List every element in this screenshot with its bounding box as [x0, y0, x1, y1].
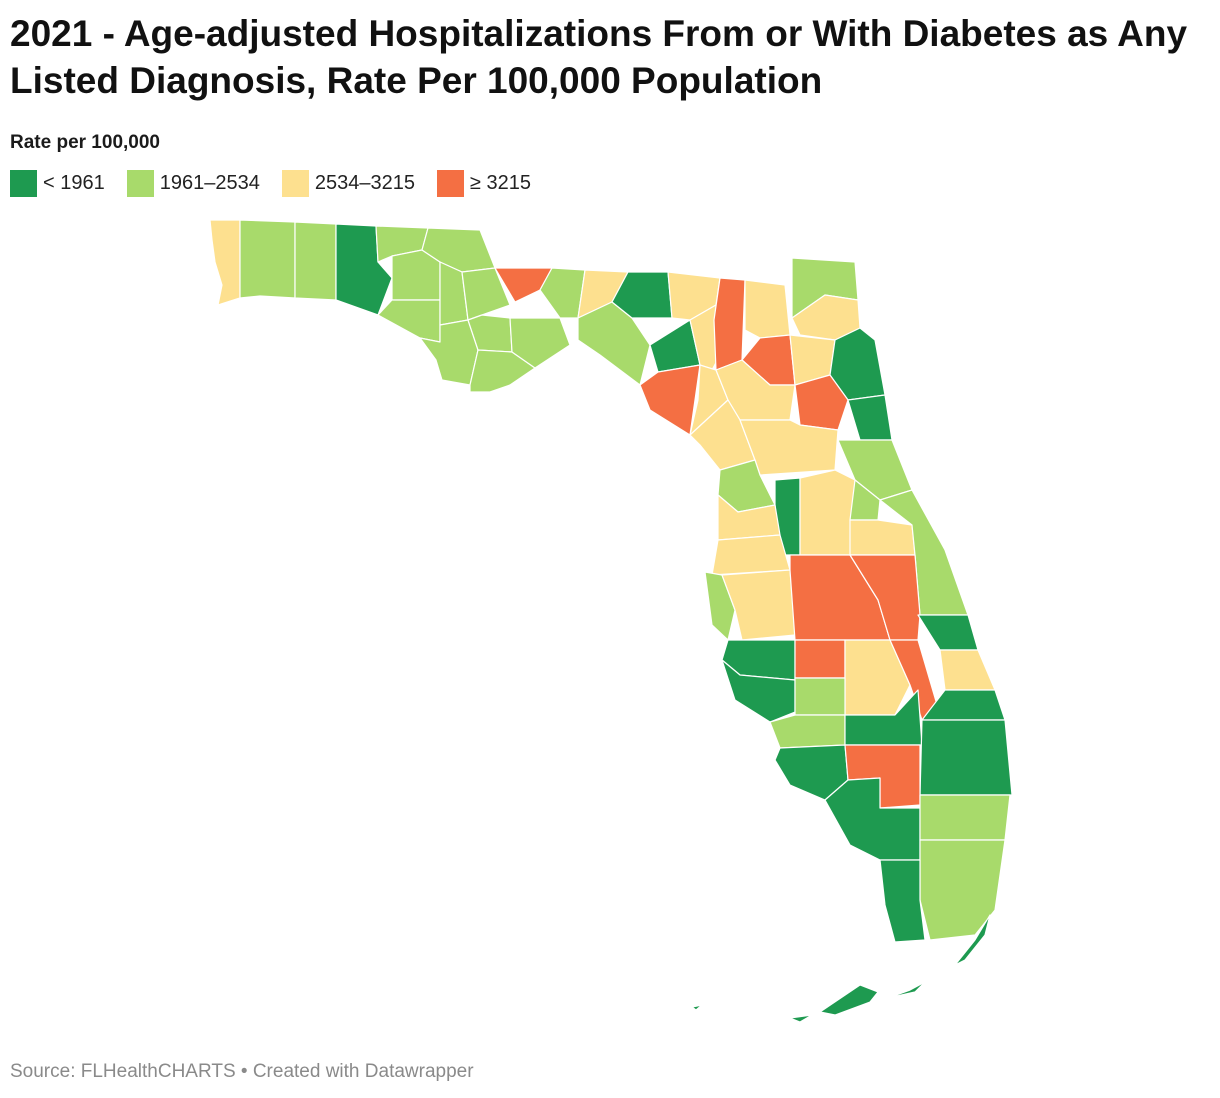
legend-swatch-lowest	[10, 170, 37, 197]
county-wakulla[interactable]	[509, 317, 571, 369]
county-franklin[interactable]	[469, 349, 536, 393]
county-gadsden[interactable]	[461, 267, 511, 321]
county-indian-river[interactable]	[917, 614, 979, 651]
legend-label-low: 1961–2534	[159, 172, 260, 194]
legend-label-lowest: < 1961	[43, 172, 105, 194]
legend-label-highest: ≥ 3215	[469, 172, 531, 194]
county-desoto[interactable]	[794, 677, 846, 716]
county-okaloosa[interactable]	[294, 221, 337, 301]
county-pinellas[interactable]	[704, 571, 736, 641]
county-union[interactable]	[744, 279, 791, 339]
county-dixie[interactable]	[639, 364, 701, 436]
legend-label-high: 2534–3215	[314, 172, 415, 194]
legend-item-lowest: < 1961	[10, 170, 105, 197]
legend-item-highest: ≥ 3215	[436, 170, 531, 197]
county-santa-rosa[interactable]	[239, 219, 296, 299]
county-hardee[interactable]	[794, 639, 846, 679]
county-broward[interactable]	[919, 794, 1011, 841]
county-jefferson[interactable]	[539, 267, 586, 319]
county-miami-dade[interactable]	[919, 839, 1006, 941]
legend-title: Rate per 100,000	[10, 132, 160, 153]
florida-county-map	[209, 219, 1013, 1023]
county-lake[interactable]	[799, 469, 856, 556]
county-flagler[interactable]	[847, 394, 893, 441]
legend-swatch-highest	[436, 170, 464, 197]
county-palm-beach[interactable]	[919, 719, 1013, 796]
county-orange[interactable]	[849, 519, 916, 556]
legend: < 1961 1961–2534 2534–3215 ≥ 3215	[10, 170, 553, 197]
chart-title: 2021 - Age-adjusted Hospitalizations Fro…	[10, 13, 1188, 101]
county-escambia[interactable]	[209, 219, 241, 306]
county-monroe-mainland[interactable]	[879, 859, 926, 943]
county-baker[interactable]	[713, 277, 746, 371]
county-hernando[interactable]	[717, 494, 781, 541]
legend-swatch-low	[126, 170, 154, 197]
legend-item-high: 2534–3215	[281, 170, 415, 197]
county-hillsborough[interactable]	[721, 569, 796, 641]
county-st-lucie[interactable]	[939, 649, 996, 691]
county-bay[interactable]	[377, 299, 441, 343]
county-pasco[interactable]	[711, 534, 791, 576]
county-charlotte[interactable]	[769, 714, 846, 749]
legend-item-low: 1961–2534	[126, 170, 260, 197]
source-credit: Source: FLHealthCHARTS • Created with Da…	[10, 1061, 474, 1082]
legend-swatch-high	[281, 170, 309, 197]
county-putnam[interactable]	[794, 374, 849, 431]
county-hamilton[interactable]	[611, 271, 673, 319]
county-monroe-keys[interactable]	[691, 914, 991, 1023]
county-glades[interactable]	[844, 689, 923, 746]
